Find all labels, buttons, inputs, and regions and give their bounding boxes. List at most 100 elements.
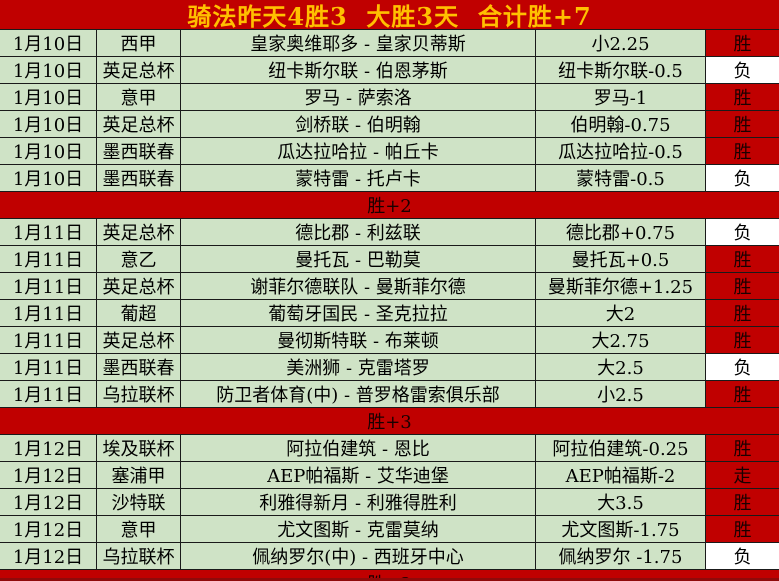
table-row: 1月12日 沙特联 利雅得新月 - 利雅得胜利 大3.5 胜	[0, 489, 779, 516]
summary-label: 胜+2	[367, 570, 412, 578]
handicap-cell: 大3.5	[536, 489, 706, 515]
handicap-cell: 大2.75	[536, 327, 706, 353]
match-cell: 佩纳罗尔(中) - 西班牙中心	[181, 543, 536, 569]
result-cell: 负	[706, 219, 779, 245]
league-cell: 英足总杯	[97, 111, 181, 137]
league-cell: 墨西联春	[97, 354, 181, 380]
match-cell: 美洲狮 - 克雷塔罗	[181, 354, 536, 380]
result-cell: 胜	[706, 327, 779, 353]
table-row: 1月10日 英足总杯 纽卡斯尔联 - 伯恩茅斯 纽卡斯尔联-0.5 负	[0, 57, 779, 84]
handicap-cell: 小2.25	[536, 30, 706, 56]
date-cell: 1月12日	[0, 516, 97, 542]
table-row: 1月12日 塞浦甲 AEP帕福斯 - 艾华迪堡 AEP帕福斯-2 走	[0, 462, 779, 489]
match-cell: 罗马 - 萨索洛	[181, 84, 536, 110]
league-cell: 英足总杯	[97, 219, 181, 245]
handicap-cell: 伯明翰-0.75	[536, 111, 706, 137]
result-cell: 负	[706, 165, 779, 191]
handicap-cell: 大2	[536, 300, 706, 326]
league-cell: 英足总杯	[97, 273, 181, 299]
match-cell: 曼托瓦 - 巴勒莫	[181, 246, 536, 272]
match-cell: 剑桥联 - 伯明翰	[181, 111, 536, 137]
league-cell: 葡超	[97, 300, 181, 326]
result-cell: 胜	[706, 138, 779, 164]
table-row: 1月12日 埃及联杯 阿拉伯建筑 - 恩比 阿拉伯建筑-0.25 胜	[0, 435, 779, 462]
table-row: 1月11日 乌拉联杯 防卫者体育(中) - 普罗格雷索俱乐部 小2.5 胜	[0, 381, 779, 408]
league-cell: 英足总杯	[97, 327, 181, 353]
date-cell: 1月10日	[0, 57, 97, 83]
table-row: 1月11日 英足总杯 德比郡 - 利兹联 德比郡+0.75 负	[0, 219, 779, 246]
table-row: 1月10日 意甲 罗马 - 萨索洛 罗马-1 胜	[0, 84, 779, 111]
match-cell: 纽卡斯尔联 - 伯恩茅斯	[181, 57, 536, 83]
match-cell: 防卫者体育(中) - 普罗格雷索俱乐部	[181, 381, 536, 407]
match-cell: 谢菲尔德联队 - 曼斯菲尔德	[181, 273, 536, 299]
summary-row: 胜+2	[0, 192, 779, 219]
match-cell: AEP帕福斯 - 艾华迪堡	[181, 462, 536, 488]
date-cell: 1月11日	[0, 273, 97, 299]
result-cell: 负	[706, 57, 779, 83]
table-row: 1月11日 英足总杯 曼彻斯特联 - 布莱顿 大2.75 胜	[0, 327, 779, 354]
summary-label: 胜+3	[367, 412, 412, 433]
date-cell: 1月12日	[0, 543, 97, 569]
result-cell: 胜	[706, 111, 779, 137]
date-cell: 1月12日	[0, 489, 97, 515]
table-body: 1月10日 西甲 皇家奥维耶多 - 皇家贝蒂斯 小2.25 胜 1月10日 英足…	[0, 30, 779, 578]
result-cell: 胜	[706, 489, 779, 515]
table-row: 1月11日 墨西联春 美洲狮 - 克雷塔罗 大2.5 负	[0, 354, 779, 381]
table-row: 1月11日 意乙 曼托瓦 - 巴勒莫 曼托瓦+0.5 胜	[0, 246, 779, 273]
handicap-cell: AEP帕福斯-2	[536, 462, 706, 488]
summary-label: 胜+2	[367, 196, 412, 217]
match-cell: 蒙特雷 - 托卢卡	[181, 165, 536, 191]
match-cell: 曼彻斯特联 - 布莱顿	[181, 327, 536, 353]
table-row: 1月11日 葡超 葡萄牙国民 - 圣克拉拉 大2 胜	[0, 300, 779, 327]
result-cell: 负	[706, 543, 779, 569]
league-cell: 墨西联春	[97, 165, 181, 191]
match-cell: 利雅得新月 - 利雅得胜利	[181, 489, 536, 515]
table-row: 1月10日 墨西联春 瓜达拉哈拉 - 帕丘卡 瓜达拉哈拉-0.5 胜	[0, 138, 779, 165]
table-row: 1月12日 乌拉联杯 佩纳罗尔(中) - 西班牙中心 佩纳罗尔 -1.75 负	[0, 543, 779, 570]
result-cell: 胜	[706, 84, 779, 110]
handicap-cell: 蒙特雷-0.5	[536, 165, 706, 191]
handicap-cell: 阿拉伯建筑-0.25	[536, 435, 706, 461]
handicap-cell: 德比郡+0.75	[536, 219, 706, 245]
date-cell: 1月10日	[0, 138, 97, 164]
handicap-cell: 瓜达拉哈拉-0.5	[536, 138, 706, 164]
table-row: 1月12日 意甲 尤文图斯 - 克雷莫纳 尤文图斯-1.75 胜	[0, 516, 779, 543]
table-row: 1月11日 英足总杯 谢菲尔德联队 - 曼斯菲尔德 曼斯菲尔德+1.25 胜	[0, 273, 779, 300]
match-cell: 尤文图斯 - 克雷莫纳	[181, 516, 536, 542]
match-cell: 皇家奥维耶多 - 皇家贝蒂斯	[181, 30, 536, 56]
league-cell: 意乙	[97, 246, 181, 272]
league-cell: 乌拉联杯	[97, 543, 181, 569]
sheet-title: 骑法昨天4胜3 大胜3天 合计胜+7	[187, 2, 592, 31]
league-cell: 埃及联杯	[97, 435, 181, 461]
result-cell: 胜	[706, 273, 779, 299]
match-cell: 阿拉伯建筑 - 恩比	[181, 435, 536, 461]
result-cell: 胜	[706, 300, 779, 326]
league-cell: 墨西联春	[97, 138, 181, 164]
handicap-cell: 佩纳罗尔 -1.75	[536, 543, 706, 569]
handicap-cell: 小2.5	[536, 381, 706, 407]
date-cell: 1月12日	[0, 435, 97, 461]
date-cell: 1月10日	[0, 30, 97, 56]
result-cell: 胜	[706, 435, 779, 461]
date-cell: 1月11日	[0, 354, 97, 380]
league-cell: 塞浦甲	[97, 462, 181, 488]
handicap-cell: 纽卡斯尔联-0.5	[536, 57, 706, 83]
league-cell: 沙特联	[97, 489, 181, 515]
summary-row: 胜+3	[0, 408, 779, 435]
handicap-cell: 罗马-1	[536, 84, 706, 110]
table-row: 1月10日 英足总杯 剑桥联 - 伯明翰 伯明翰-0.75 胜	[0, 111, 779, 138]
result-cell: 走	[706, 462, 779, 488]
summary-row: 胜+2	[0, 570, 779, 578]
handicap-cell: 尤文图斯-1.75	[536, 516, 706, 542]
table-row: 1月10日 西甲 皇家奥维耶多 - 皇家贝蒂斯 小2.25 胜	[0, 30, 779, 57]
match-cell: 德比郡 - 利兹联	[181, 219, 536, 245]
league-cell: 意甲	[97, 84, 181, 110]
date-cell: 1月11日	[0, 327, 97, 353]
date-cell: 1月11日	[0, 219, 97, 245]
date-cell: 1月10日	[0, 165, 97, 191]
date-cell: 1月12日	[0, 462, 97, 488]
league-cell: 英足总杯	[97, 57, 181, 83]
table-row: 1月10日 墨西联春 蒙特雷 - 托卢卡 蒙特雷-0.5 负	[0, 165, 779, 192]
date-cell: 1月10日	[0, 111, 97, 137]
